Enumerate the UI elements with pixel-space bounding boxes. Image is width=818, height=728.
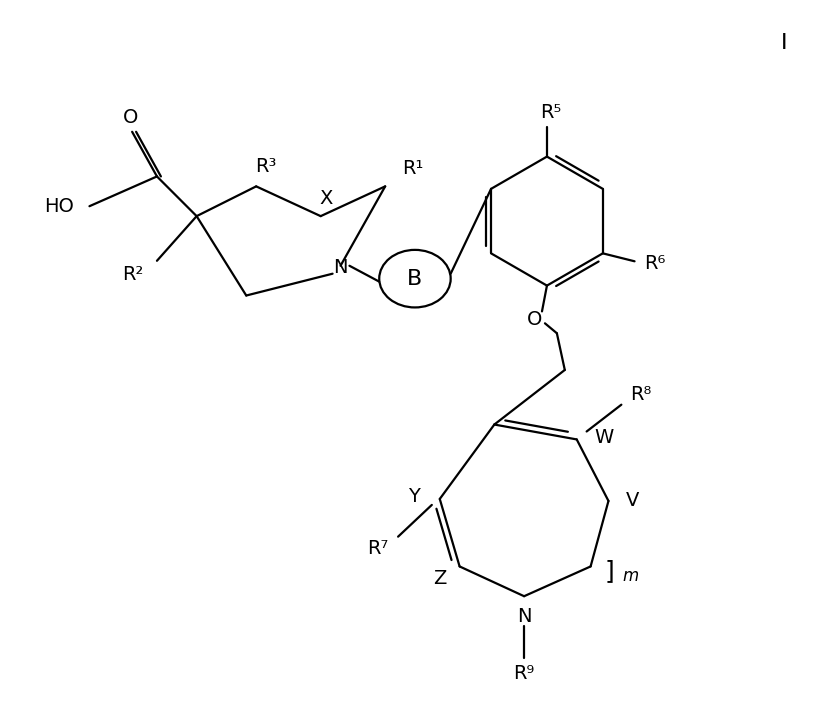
Text: R⁹: R⁹ xyxy=(514,664,535,683)
Text: O: O xyxy=(123,108,137,127)
Text: R⁶: R⁶ xyxy=(644,254,665,273)
Text: O: O xyxy=(528,310,542,329)
Text: R³: R³ xyxy=(255,157,276,176)
Text: R²: R² xyxy=(122,265,143,284)
Text: W: W xyxy=(595,428,614,447)
Text: R⁵: R⁵ xyxy=(540,103,561,122)
Text: X: X xyxy=(319,189,332,207)
Text: ]: ] xyxy=(605,559,614,583)
Text: R⁷: R⁷ xyxy=(367,539,389,558)
Text: HO: HO xyxy=(43,197,74,215)
Text: N: N xyxy=(333,258,348,277)
Text: N: N xyxy=(517,606,532,625)
Text: Z: Z xyxy=(433,569,447,587)
Text: m: m xyxy=(622,567,639,585)
Text: V: V xyxy=(627,491,640,510)
Text: R¹: R¹ xyxy=(402,159,424,178)
Text: I: I xyxy=(780,33,787,52)
Text: Y: Y xyxy=(408,488,420,507)
Text: R⁸: R⁸ xyxy=(631,385,652,404)
Text: B: B xyxy=(407,269,423,289)
